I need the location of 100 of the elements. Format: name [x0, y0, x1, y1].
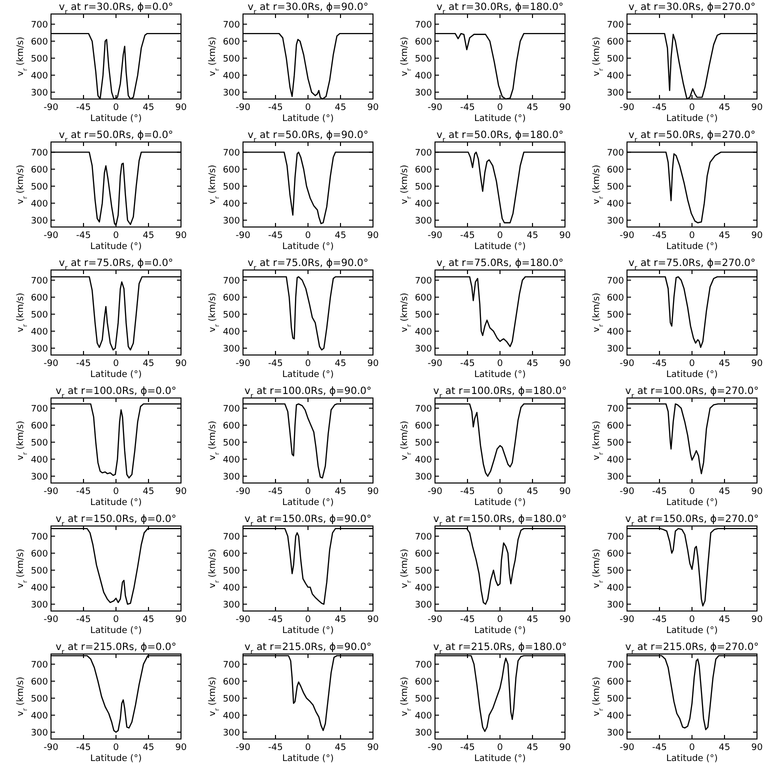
y-tick-label: 600	[222, 678, 240, 688]
x-tick-label: 90	[367, 487, 379, 497]
y-tick-label: 600	[222, 38, 240, 48]
x-tick-label: -90	[236, 487, 251, 497]
x-tick-label: -45	[268, 103, 283, 113]
x-tick-label: 45	[718, 615, 730, 625]
y-tick-label: 400	[30, 712, 48, 722]
x-tick-label: 90	[559, 359, 571, 369]
x-tick-label: -45	[652, 743, 667, 753]
x-tick-label: -90	[236, 743, 251, 753]
x-tick-label: -45	[460, 743, 475, 753]
x-tick-label: 45	[334, 487, 346, 497]
y-tick-label: 600	[414, 166, 432, 176]
x-tick-label: 45	[334, 359, 346, 369]
x-tick-label: 0	[689, 743, 696, 753]
x-tick-label: -45	[652, 615, 667, 625]
x-tick-label: 0	[113, 487, 120, 497]
y-tick-label: 500	[30, 54, 48, 65]
y-tick-label: 300	[30, 600, 48, 611]
y-tick-label: 300	[30, 728, 48, 739]
x-axis-title: Latitude (°)	[666, 498, 718, 508]
y-tick-label: 400	[606, 328, 624, 338]
x-tick-label: 0	[497, 743, 504, 753]
x-tick-label: 0	[305, 103, 312, 113]
x-tick-label: 90	[175, 743, 187, 753]
y-tick-label: 700	[414, 532, 432, 543]
x-tick-label: 0	[497, 103, 504, 113]
y-tick-label: 600	[30, 166, 48, 176]
x-tick-label: -45	[268, 615, 283, 625]
x-tick-label: -90	[44, 103, 59, 113]
x-tick-label: 90	[751, 487, 763, 497]
y-tick-label: 300	[606, 600, 624, 611]
x-axis-title: Latitude (°)	[90, 370, 142, 380]
x-tick-label: 45	[142, 231, 154, 241]
y-tick-label: 700	[414, 20, 432, 31]
y-tick-label: 500	[414, 438, 432, 449]
x-tick-label: 90	[367, 359, 379, 369]
x-axis-title: Latitude (°)	[90, 754, 142, 764]
x-tick-label: 90	[175, 615, 187, 625]
x-tick-label: -45	[76, 103, 91, 113]
x-tick-label: 0	[113, 103, 120, 113]
y-tick-label: 700	[606, 660, 624, 671]
y-tick-label: 400	[606, 584, 624, 594]
y-tick-label: 600	[606, 422, 624, 432]
x-axis-title: Latitude (°)	[666, 754, 718, 764]
y-tick-label: 700	[30, 148, 48, 159]
x-tick-label: 90	[367, 743, 379, 753]
x-tick-label: 90	[175, 359, 187, 369]
x-tick-label: 45	[718, 743, 730, 753]
y-tick-label: 300	[222, 344, 240, 355]
x-tick-label: -45	[460, 615, 475, 625]
y-tick-label: 700	[30, 660, 48, 671]
y-tick-label: 300	[414, 472, 432, 483]
x-tick-label: -90	[236, 231, 251, 241]
y-tick-label: 400	[606, 712, 624, 722]
x-axis-title: Latitude (°)	[474, 498, 526, 508]
x-tick-label: 90	[751, 103, 763, 113]
y-tick-label: 300	[30, 472, 48, 483]
y-tick-label: 600	[30, 294, 48, 304]
y-tick-label: 500	[414, 310, 432, 321]
x-axis-title: Latitude (°)	[474, 754, 526, 764]
y-tick-label: 600	[414, 294, 432, 304]
x-tick-label: -90	[428, 743, 443, 753]
x-tick-label: -90	[620, 231, 635, 241]
y-tick-label: 700	[30, 404, 48, 415]
y-tick-label: 400	[414, 72, 432, 82]
y-tick-label: 500	[222, 54, 240, 65]
y-tick-label: 300	[606, 344, 624, 355]
x-tick-label: -45	[76, 615, 91, 625]
y-tick-label: 500	[30, 694, 48, 705]
x-axis-title: Latitude (°)	[666, 626, 718, 636]
y-tick-label: 500	[30, 310, 48, 321]
x-tick-label: -90	[236, 615, 251, 625]
x-tick-label: 45	[718, 487, 730, 497]
x-tick-label: -90	[428, 487, 443, 497]
x-axis-title: Latitude (°)	[282, 242, 334, 252]
x-tick-label: -90	[428, 103, 443, 113]
x-tick-label: 45	[526, 487, 538, 497]
x-tick-label: -45	[460, 487, 475, 497]
x-tick-label: 45	[334, 743, 346, 753]
x-tick-label: 90	[367, 231, 379, 241]
y-tick-label: 700	[222, 148, 240, 159]
y-tick-label: 300	[222, 600, 240, 611]
x-tick-label: -45	[460, 359, 475, 369]
x-tick-label: 45	[334, 231, 346, 241]
x-tick-label: 45	[334, 615, 346, 625]
y-tick-label: 300	[30, 216, 48, 227]
x-tick-label: -90	[428, 615, 443, 625]
x-tick-label: 0	[689, 615, 696, 625]
x-tick-label: 45	[142, 487, 154, 497]
x-tick-label: -90	[620, 359, 635, 369]
y-tick-label: 700	[414, 148, 432, 159]
x-tick-label: 0	[305, 487, 312, 497]
x-tick-label: 90	[751, 359, 763, 369]
y-tick-label: 400	[414, 328, 432, 338]
y-tick-label: 500	[414, 566, 432, 577]
y-tick-label: 600	[30, 550, 48, 560]
x-tick-label: 45	[526, 103, 538, 113]
y-tick-label: 700	[222, 404, 240, 415]
x-axis-title: Latitude (°)	[474, 114, 526, 124]
